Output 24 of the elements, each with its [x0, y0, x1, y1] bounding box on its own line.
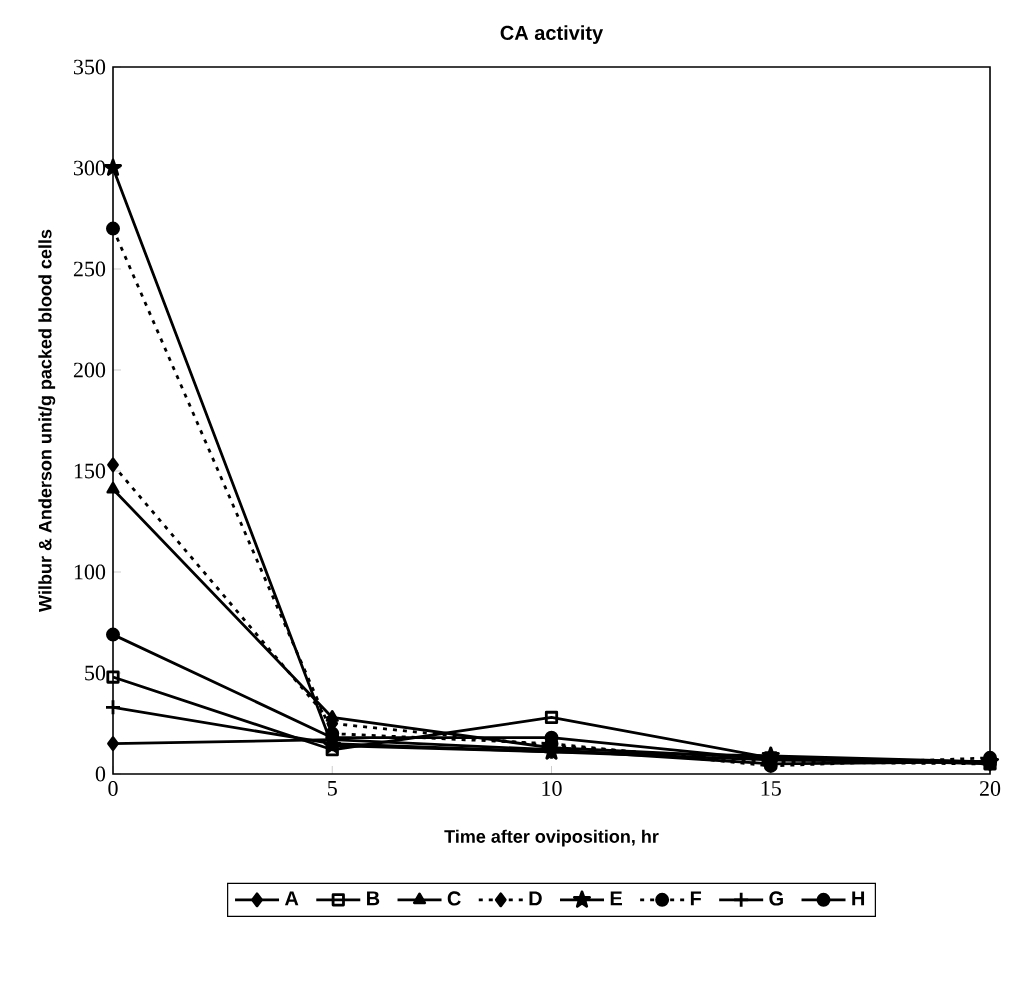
legend-label: B [367, 891, 380, 906]
y-tick-label: 50 [85, 665, 106, 681]
x-tick-label: 15 [761, 781, 781, 796]
x-axis-title: Time after oviposition, hr [444, 829, 659, 847]
y-axis-title: Wilbur & Anderson unit/g packed blood cells [38, 229, 56, 612]
y-tick-label: 200 [73, 362, 106, 378]
y-tick-label: 300 [74, 160, 106, 176]
legend-label: A [284, 891, 299, 906]
legend-label: C [447, 891, 461, 906]
legend-label: G [769, 891, 783, 906]
x-tick-label: 10 [542, 781, 562, 796]
legend-label: H [852, 891, 865, 906]
chart-title: CA activity [500, 25, 604, 44]
x-tick-label: 5 [328, 781, 337, 796]
legend-label: F [690, 891, 702, 906]
y-tick-label: 250 [73, 261, 106, 277]
x-tick-label: 20 [979, 781, 1001, 796]
y-tick-label: 350 [74, 59, 106, 75]
y-tick-label: 0 [95, 766, 106, 782]
legend-label: D [529, 891, 542, 906]
x-tick-label: 0 [108, 781, 118, 796]
y-tick-label: 100 [74, 564, 106, 580]
legend-label: E [610, 891, 622, 906]
y-tick-label: 150 [74, 463, 106, 479]
